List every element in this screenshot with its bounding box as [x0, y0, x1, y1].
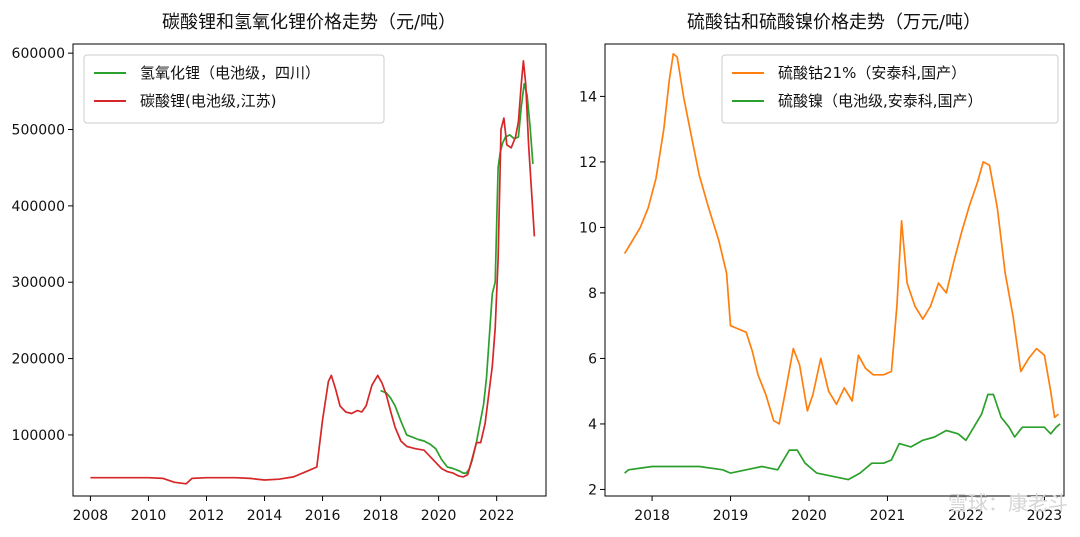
x-tick-label: 2018 — [634, 508, 670, 524]
legend-box — [721, 54, 1059, 124]
x-tick-label: 2018 — [363, 508, 399, 524]
y-tick-label: 600000 — [12, 46, 65, 62]
y-tick-label: 8 — [588, 286, 597, 302]
y-tick-label: 2 — [588, 482, 597, 498]
legend: 硫酸钴21%（安泰科,国产） 硫酸镍（电池级,安泰科,国产） — [721, 54, 1059, 124]
y-tick-label: 100000 — [12, 428, 65, 444]
chart-2: 硫酸钴和硫酸镍价格走势（万元/吨） 2018 2019 2020 2021 2022 202… — [579, 12, 1065, 524]
chart-title: 硫酸钴和硫酸镍价格走势（万元/吨） — [687, 12, 981, 33]
legend-box — [83, 54, 385, 124]
y-tick-label: 200000 — [12, 352, 65, 368]
y-tick-label: 500000 — [12, 123, 65, 139]
x-tick-label: 2014 — [247, 508, 283, 524]
y-tick-label: 14 — [579, 89, 597, 105]
series-line-2 — [624, 393, 1061, 481]
y-tick-label: 12 — [579, 155, 597, 171]
x-tick-label: 2021 — [870, 508, 906, 524]
x-tick-label: 2008 — [73, 508, 109, 524]
x-tick-label: 2020 — [421, 508, 457, 524]
x-tick-label: 2022 — [479, 508, 515, 524]
legend-label: 氢氧化锂（电池级，四川） — [140, 64, 320, 82]
series-line-2 — [90, 59, 536, 485]
chart-title: 碳酸锂和氢氧化锂价格走势（元/吨） — [162, 12, 456, 33]
x-tick-label: 2010 — [131, 508, 167, 524]
y-tick-label: 4 — [588, 417, 597, 433]
x-tick-label: 2020 — [791, 508, 827, 524]
y-tick-label: 400000 — [12, 199, 65, 215]
x-tick-label: 2023 — [1027, 508, 1063, 524]
series-line-1 — [380, 82, 534, 474]
legend: 氢氧化锂（电池级，四川） 碳酸锂(电池级,江苏) — [83, 54, 385, 124]
plot-frame — [604, 43, 1065, 497]
legend-label: 硫酸钴21%（安泰科,国产） — [778, 64, 966, 82]
x-tick-label: 2019 — [713, 508, 749, 524]
series-line-1 — [623, 52, 1060, 425]
plot-frame — [72, 43, 547, 497]
y-tick-label: 10 — [579, 220, 597, 236]
legend-label: 硫酸镍（电池级,安泰科,国产） — [778, 92, 983, 110]
watermark-text: 雪球：康老斗 — [948, 491, 1068, 515]
x-tick-label: 2016 — [305, 508, 341, 524]
legend-label: 碳酸锂(电池级,江苏) — [140, 92, 276, 110]
x-tick-label: 2012 — [189, 508, 225, 524]
y-tick-label: 6 — [588, 351, 597, 367]
y-tick-label: 300000 — [12, 275, 65, 291]
chart-1: 碳酸锂和氢氧化锂价格走势（元/吨） 2008 2010 2012 2014 2016 201… — [12, 12, 547, 524]
x-tick-label: 2022 — [948, 508, 984, 524]
